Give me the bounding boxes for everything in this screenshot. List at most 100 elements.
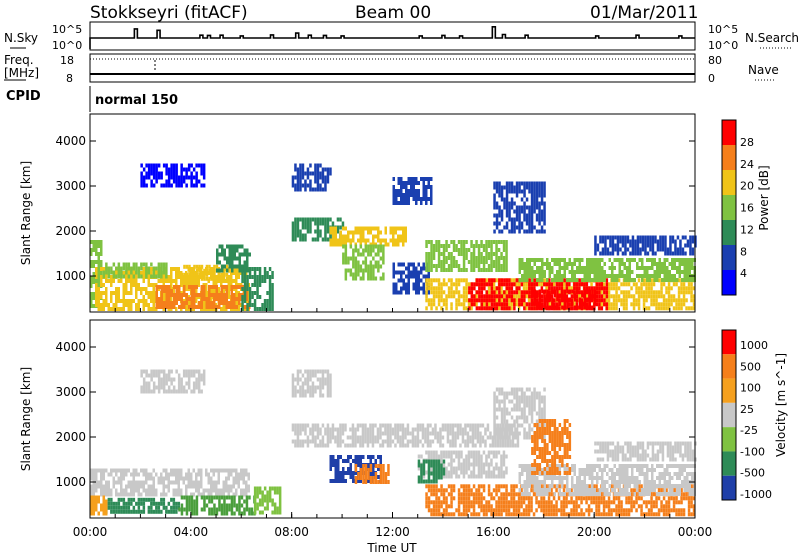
data-cell	[691, 266, 694, 270]
data-cell	[400, 270, 403, 275]
data-cell	[127, 279, 130, 283]
data-cell	[568, 258, 571, 262]
data-cell	[427, 252, 431, 256]
nsky-panel: N.Sky 10^5 10^0 10^5 10^0 N.Search	[4, 21, 799, 52]
data-cell	[248, 511, 251, 516]
data-cell	[450, 290, 453, 295]
data-cell	[177, 488, 180, 493]
data-cell	[630, 286, 633, 291]
data-cell	[337, 459, 340, 463]
data-cell	[195, 305, 198, 309]
data-cell	[203, 268, 206, 273]
data-cell	[354, 471, 357, 475]
data-cell	[332, 479, 335, 483]
data-cell	[498, 229, 501, 234]
data-cell	[215, 293, 218, 297]
data-cell	[90, 476, 93, 481]
data-cell	[188, 499, 191, 504]
data-cell	[548, 270, 551, 274]
data-cell	[411, 427, 415, 432]
data-cell	[220, 289, 223, 293]
data-cell	[180, 511, 184, 516]
data-cell	[177, 492, 180, 497]
data-cell	[296, 167, 300, 172]
data-cell	[536, 278, 539, 282]
data-cell	[127, 262, 131, 267]
data-cell	[170, 305, 173, 309]
data-cell	[543, 274, 546, 278]
data-cell	[475, 264, 478, 268]
data-cell	[319, 183, 322, 188]
data-cell	[397, 262, 400, 267]
data-cell	[233, 293, 236, 297]
data-cell	[215, 484, 218, 489]
data-cell	[247, 476, 250, 481]
data-cell	[364, 264, 368, 269]
data-cell	[487, 286, 491, 291]
data-cell	[122, 303, 125, 307]
data-cell	[487, 474, 491, 479]
data-cell	[495, 213, 499, 218]
data-cell	[248, 507, 251, 512]
data-cell	[256, 283, 259, 287]
data-cell	[523, 185, 526, 190]
data-cell	[480, 466, 483, 471]
data-cell	[309, 431, 312, 436]
data-cell	[620, 302, 623, 307]
data-cell	[429, 439, 432, 444]
data-cell	[442, 454, 446, 459]
data-cell	[140, 262, 143, 267]
data-cell	[190, 268, 194, 273]
data-cell	[402, 181, 405, 185]
data-cell	[530, 286, 534, 291]
data-cell	[367, 230, 370, 235]
data-cell	[100, 507, 103, 512]
data-cell	[301, 175, 305, 180]
data-cell	[165, 289, 168, 293]
data-cell	[545, 282, 549, 287]
data-cell	[122, 307, 125, 311]
data-cell	[223, 507, 226, 512]
data-cell	[331, 427, 335, 432]
data-cell	[581, 270, 584, 274]
data-cell	[622, 306, 626, 311]
data-cell	[225, 480, 228, 485]
data-cell	[379, 480, 383, 484]
data-cell	[329, 242, 332, 247]
data-cell	[497, 264, 501, 268]
data-cell	[440, 294, 443, 299]
data-cell	[223, 293, 226, 297]
data-cell	[538, 181, 541, 186]
data-cell	[389, 427, 392, 432]
data-cell	[528, 229, 531, 234]
data-cell	[485, 302, 489, 307]
data-cell	[223, 264, 226, 269]
data-cell	[137, 484, 140, 489]
data-cell	[271, 295, 274, 299]
data-cell	[508, 278, 511, 283]
data-cell	[311, 217, 315, 222]
data-cell	[344, 268, 348, 273]
data-cell	[200, 264, 204, 269]
data-cell	[205, 291, 208, 295]
data-cell	[105, 468, 108, 473]
data-cell	[218, 499, 221, 504]
data-cell	[598, 262, 601, 266]
data-cell	[455, 248, 458, 252]
data-cell	[603, 298, 606, 303]
data-cell	[676, 251, 680, 256]
data-cell	[655, 306, 658, 311]
data-cell	[617, 286, 621, 291]
data-cell	[484, 443, 487, 448]
data-cell	[95, 260, 98, 264]
data-cell	[145, 270, 148, 275]
data-cell	[178, 297, 181, 301]
data-cell	[412, 286, 415, 291]
data-cell	[374, 439, 377, 444]
data-cell	[258, 498, 262, 503]
data-cell	[504, 423, 507, 428]
data-cell	[637, 278, 641, 283]
data-cell	[427, 181, 430, 185]
data-cell	[230, 507, 234, 512]
data-cell	[273, 502, 277, 507]
